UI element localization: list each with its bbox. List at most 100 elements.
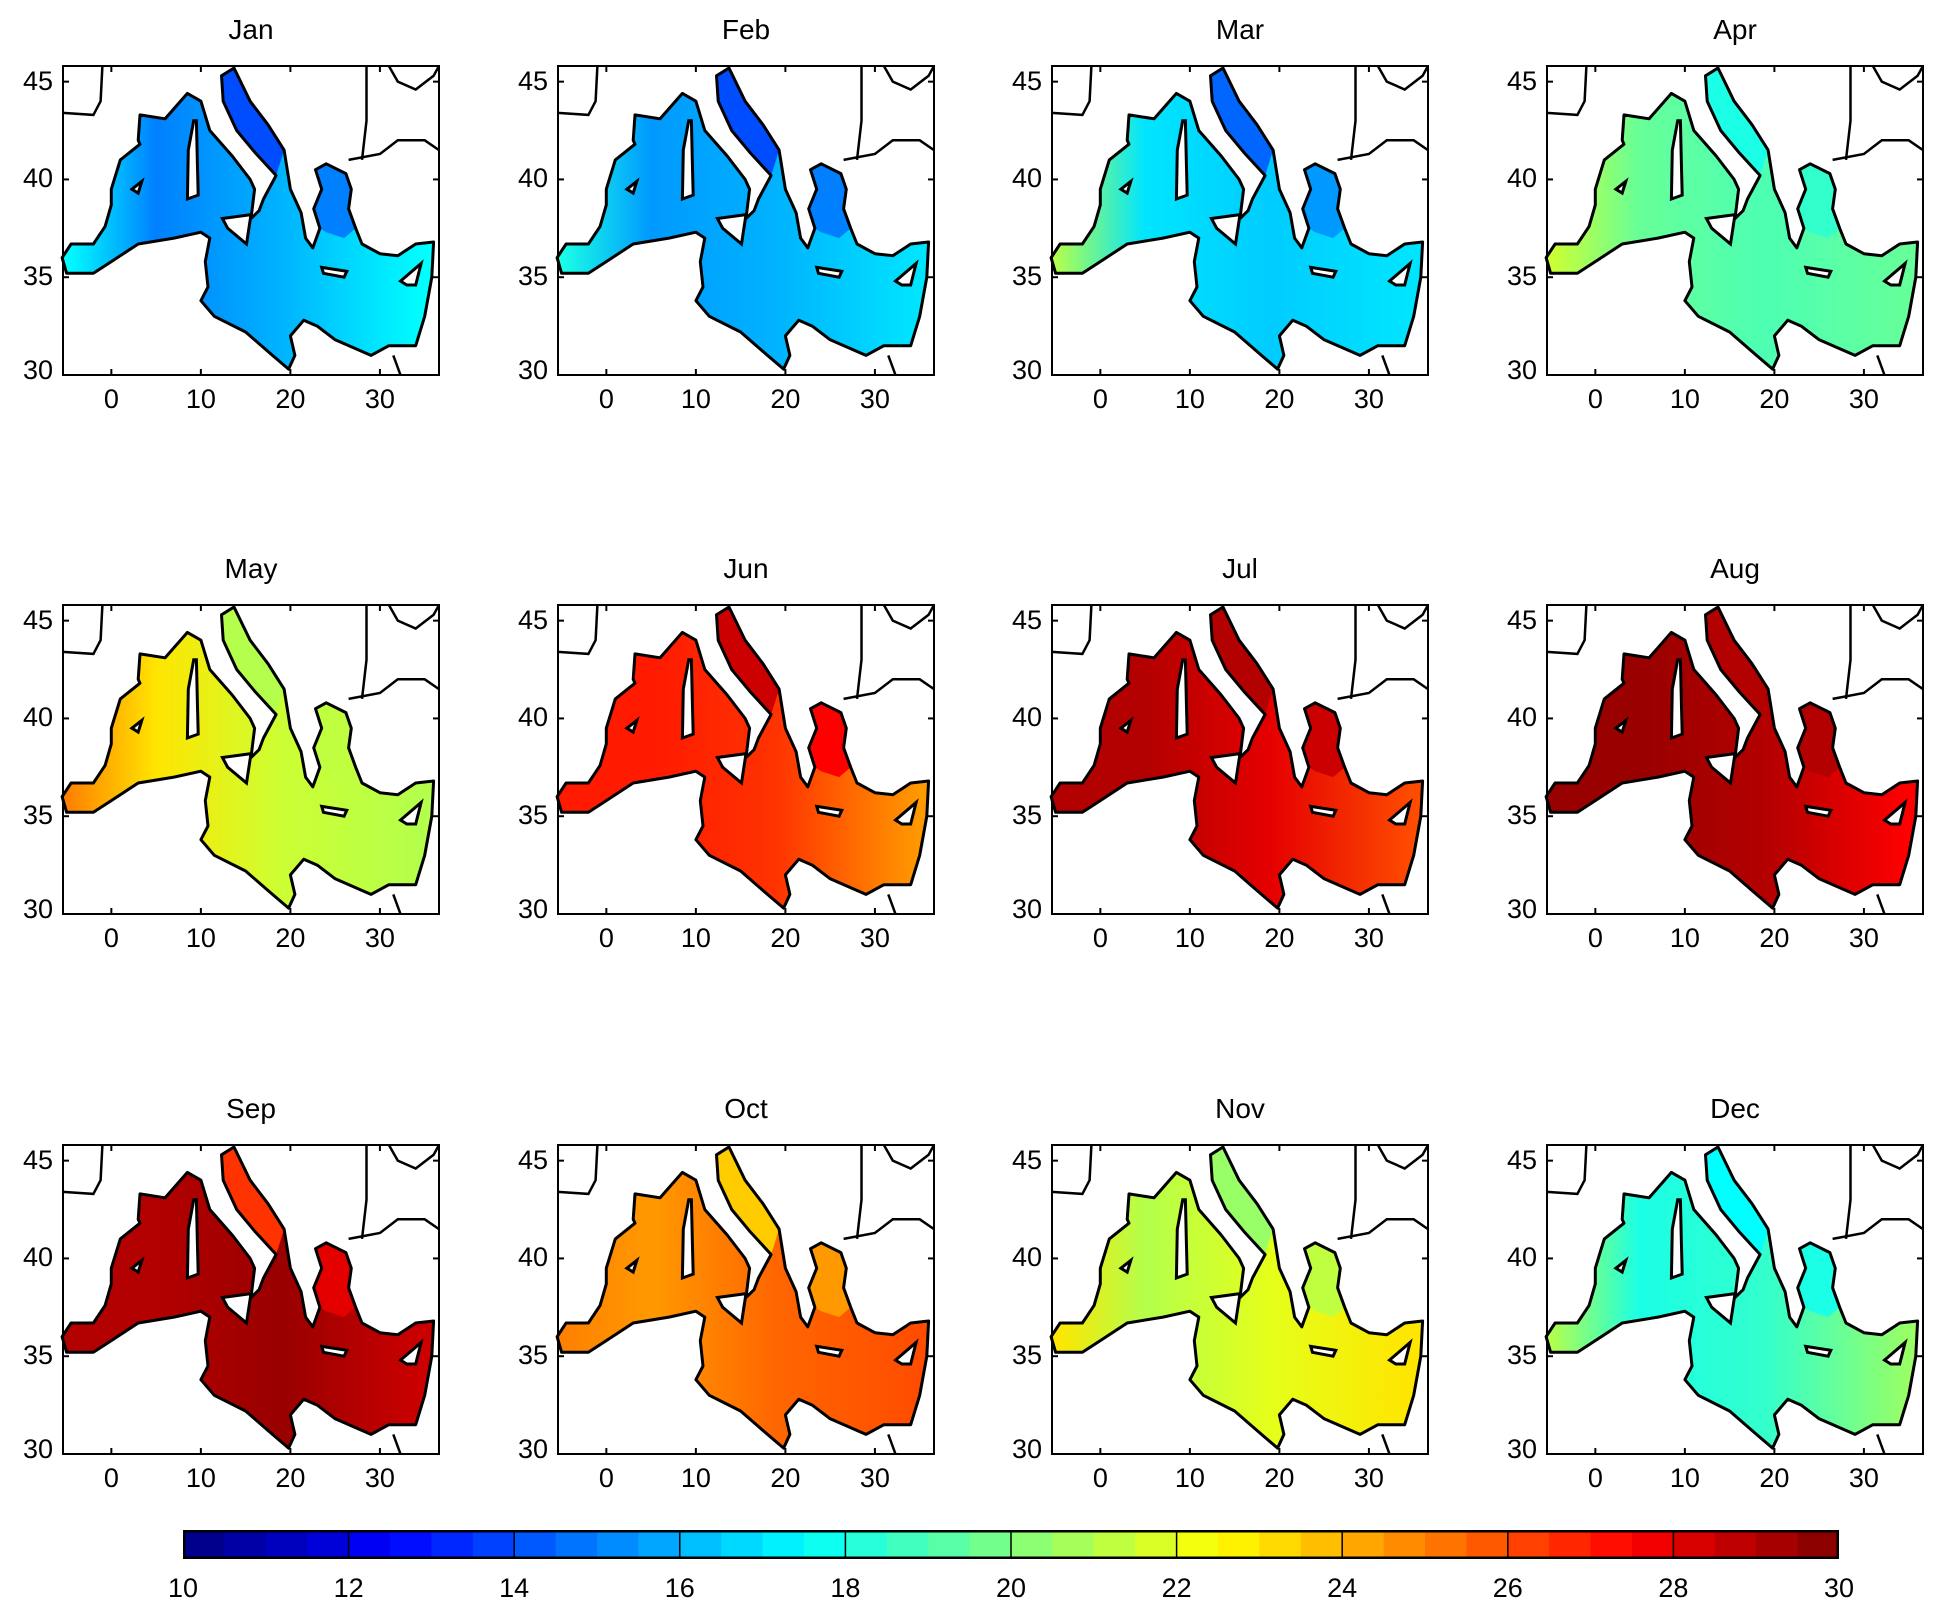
colorbar-cell — [886, 1530, 929, 1559]
crete-island — [814, 804, 844, 818]
crimea-coast — [882, 604, 936, 630]
sicily-island — [1209, 1291, 1242, 1326]
balkan-border — [1832, 678, 1924, 701]
y-tick-label: 45 — [1011, 604, 1042, 635]
x-tick-label: 20 — [770, 384, 801, 414]
axes-frame — [62, 604, 440, 915]
aegean-temperature-field — [1302, 702, 1345, 778]
crimea-coast — [882, 1144, 936, 1170]
x-tick-label: 0 — [1587, 923, 1603, 953]
panel-title: Sep — [226, 1093, 276, 1124]
colorbar-cell — [1052, 1530, 1095, 1559]
x-tick-label: 10 — [680, 384, 711, 414]
y-tick-label: 40 — [22, 163, 53, 194]
coastline — [555, 1145, 931, 1450]
coastline — [1544, 605, 1920, 910]
map-panel-feb: Feb 0 10 20 30 30 35 40 45 — [518, 14, 936, 414]
map-panel-nov: Nov 0 10 20 30 30 35 40 45 — [1012, 1093, 1430, 1493]
x-tick-label: 10 — [1669, 384, 1700, 414]
balearic-island — [1613, 177, 1629, 196]
cyprus-island — [397, 798, 424, 826]
axes-frame — [1051, 65, 1429, 376]
y-tick-label: 30 — [1011, 1434, 1042, 1464]
colorbar-cell — [1756, 1530, 1799, 1559]
balkan-border — [1337, 1218, 1429, 1241]
y-tick-label: 35 — [517, 261, 548, 292]
aegean-temperature-field — [1302, 163, 1345, 239]
colorbar-cell — [1176, 1530, 1219, 1559]
cyprus-island — [1881, 259, 1908, 287]
france-coast — [557, 604, 599, 656]
x-tick-label: 0 — [1587, 1463, 1603, 1493]
x-tick-label: 10 — [680, 923, 711, 953]
cyprus-island — [892, 1338, 919, 1366]
axes-frame — [557, 65, 935, 376]
x-tick-label: 30 — [364, 923, 395, 953]
y-tick-label: 40 — [1011, 163, 1042, 194]
colorbar-cell — [348, 1530, 391, 1559]
colorbar-cell — [1590, 1530, 1633, 1559]
france-coast — [62, 1144, 104, 1196]
adriatic-temperature-field — [1210, 68, 1274, 176]
x-tick-label: 0 — [598, 384, 614, 414]
panel-title: Mar — [1215, 14, 1265, 45]
y-tick-label: 40 — [1011, 702, 1042, 733]
colorbar-cell — [514, 1530, 557, 1559]
x-tick-label: 10 — [1174, 1463, 1205, 1493]
sardinia-corsica-island — [1669, 1198, 1684, 1281]
black-sea-coast — [1844, 66, 1852, 161]
france-coast — [1051, 1144, 1093, 1196]
crimea-coast — [1376, 1144, 1430, 1170]
x-tick-label: 0 — [1092, 1463, 1108, 1493]
x-tick-label: 10 — [185, 923, 216, 953]
colorbar-cell — [597, 1530, 639, 1559]
black-sea-coast — [1349, 605, 1357, 700]
balearic-island — [1118, 1256, 1134, 1275]
x-tick-label: 20 — [275, 384, 306, 414]
panel-title: Jul — [1222, 553, 1258, 584]
y-tick-label: 45 — [1011, 65, 1042, 96]
crimea-coast — [1871, 65, 1925, 91]
panel-title: Nov — [1215, 1093, 1265, 1124]
x-tick-label: 0 — [598, 1463, 614, 1493]
colorbar-cell — [183, 1530, 225, 1559]
y-tick-label: 45 — [517, 65, 548, 96]
balearic-island — [129, 177, 145, 196]
x-tick-label: 30 — [859, 384, 890, 414]
colorbar-tick-label: 24 — [1327, 1573, 1358, 1603]
aegean-temperature-field — [313, 163, 356, 239]
x-tick-label: 10 — [1174, 384, 1205, 414]
x-tick-label: 30 — [1353, 923, 1384, 953]
sst-map — [60, 65, 441, 376]
axes-frame — [1051, 1144, 1429, 1455]
coastline — [1049, 66, 1425, 371]
colorbar-tick-label: 30 — [1823, 1573, 1855, 1603]
panel-title: Dec — [1710, 1093, 1760, 1124]
crete-island — [319, 804, 349, 818]
france-coast — [1546, 65, 1588, 117]
y-tick-label: 40 — [1011, 1242, 1042, 1273]
y-tick-label: 30 — [22, 355, 53, 385]
aegean-temperature-field — [1797, 702, 1840, 778]
x-tick-label: 10 — [1174, 923, 1205, 953]
y-tick-label: 40 — [22, 1242, 53, 1273]
axes-frame — [557, 604, 935, 915]
colorbar-cell — [1714, 1530, 1757, 1559]
map-panel-jan: Jan 0 10 20 30 30 35 40 45 — [23, 14, 441, 414]
balearic-island — [1613, 1256, 1629, 1275]
cyprus-island — [892, 259, 919, 287]
sst-map — [555, 604, 936, 915]
black-sea-coast — [855, 1145, 863, 1240]
sardinia-corsica-island — [185, 119, 200, 202]
balearic-island — [129, 1256, 145, 1275]
coastline — [60, 1145, 436, 1450]
y-tick-label: 35 — [22, 1340, 53, 1371]
colorbar-cell — [721, 1530, 764, 1559]
colorbar-cell — [472, 1530, 515, 1559]
sardinia-corsica-island — [1669, 658, 1684, 741]
colorbar-cell — [1093, 1530, 1136, 1559]
crimea-coast — [1871, 1144, 1925, 1170]
panel-title: Jan — [228, 14, 274, 45]
x-tick-label: 10 — [1669, 923, 1700, 953]
